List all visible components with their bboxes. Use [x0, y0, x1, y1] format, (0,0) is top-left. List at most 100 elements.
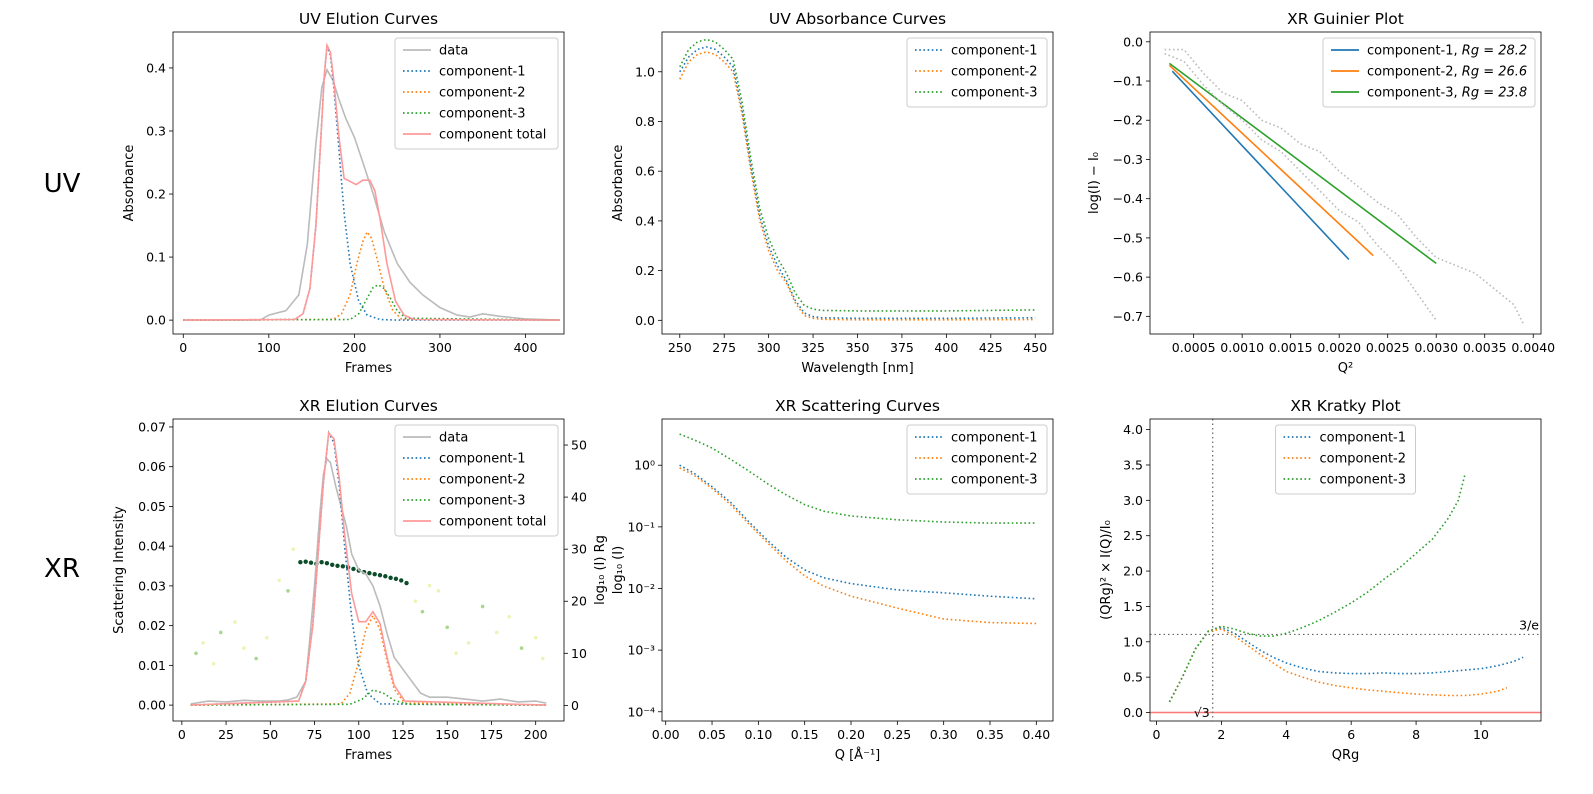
- rg-point: [286, 589, 290, 593]
- legend-label: component-1, Rg = 28.2: [1367, 44, 1527, 59]
- xr_scattering-ylabel: log₁₀ (I): [611, 546, 626, 594]
- x-tick-label: 0.0020: [1317, 340, 1361, 355]
- y-tick-label: 0.0: [1123, 705, 1143, 720]
- rg-point: [308, 560, 314, 565]
- x-tick-label: 300: [757, 340, 781, 355]
- xr_kratky-legend: component-1 component-2 component-3: [1275, 424, 1416, 495]
- row-label-uv: UV: [44, 169, 81, 199]
- x-tick-label: 200: [524, 727, 548, 742]
- legend-box: [906, 37, 1048, 108]
- xr_kratky-title: XR Kratky Plot: [1290, 397, 1400, 415]
- rg-point: [427, 583, 432, 588]
- rg-point: [383, 574, 388, 579]
- xr_guinier-xlabel: Q²: [1338, 361, 1353, 376]
- legend-box: [906, 424, 1048, 495]
- y-tick-label: 0.05: [138, 499, 166, 514]
- y-tick-label: 1.5: [1123, 599, 1143, 614]
- series-data-3: [1164, 48, 1525, 325]
- rg-point: [519, 646, 524, 650]
- xr_kratky-ylabel: (QRg)² × I(Q)/I₀: [1099, 520, 1114, 620]
- x-tick-label: 200: [342, 340, 366, 355]
- legend-label: component-3: [1320, 473, 1407, 488]
- y-tick-label: 0.01: [138, 658, 166, 673]
- series-component-2: [1168, 628, 1508, 703]
- x-tick-label: 350: [846, 340, 870, 355]
- series-component-2: [183, 230, 560, 321]
- y2-label: log₁₀ (I) Rg: [593, 535, 608, 605]
- x-tick-label: 0.20: [837, 727, 865, 742]
- x-tick-label: 325: [801, 340, 825, 355]
- rg-point: [211, 661, 216, 666]
- y-tick-label: −0.5: [1113, 230, 1143, 245]
- rg-point: [303, 559, 308, 564]
- y-tick-label: 0.04: [138, 539, 166, 554]
- rg-point: [454, 651, 458, 656]
- legend-rg: Rg = 23.8: [1462, 86, 1527, 101]
- uv_absorbance-xlabel: Wavelength [nm]: [801, 361, 913, 376]
- uv_elution-xlabel: Frames: [345, 361, 393, 376]
- x-tick-label: 175: [480, 727, 504, 742]
- legend-label: component-2, Rg = 26.6: [1367, 65, 1527, 80]
- x-tick-label: 125: [391, 727, 415, 742]
- y2-tick-label: 30: [571, 542, 587, 557]
- series-component-2: [190, 613, 547, 706]
- x-tick-label: 275: [712, 340, 736, 355]
- legend-label: component-2: [1320, 452, 1407, 467]
- uv_absorbance-panel: UV Absorbance Curves 250 275 300 325 350 375 40…: [611, 10, 1054, 376]
- xr_scattering-panel: XR Scattering Curves 0.00 0.05 0.10 0.15 0.20…: [611, 397, 1054, 763]
- xr_scattering-legend: component-1 component-2 component-3: [906, 424, 1048, 495]
- xr_kratky-panel: XR Kratky Plot 0 2 4 6 8 10 0.0 0.5 1.0 1.5 2.0 2.5 3…: [1099, 397, 1542, 763]
- y-tick-label: 1.0: [635, 64, 655, 79]
- legend-label: component-3: [951, 473, 1038, 488]
- rg-point: [324, 561, 330, 566]
- series-component-2: [1168, 64, 1374, 257]
- rg-point: [340, 564, 346, 569]
- y-tick-label: −0.6: [1113, 270, 1143, 285]
- legend-label: component-1: [1320, 431, 1407, 446]
- y-tick-label: 0.6: [635, 164, 655, 179]
- x-tick-label: 400: [934, 340, 958, 355]
- rg-point: [254, 656, 258, 661]
- legend-label: component-1: [439, 452, 526, 467]
- x-tick-label: 300: [428, 340, 452, 355]
- x-tick-label: 0: [179, 340, 187, 355]
- legend-label: component-3, Rg = 23.8: [1367, 86, 1527, 101]
- x-tick-label: 0.35: [976, 727, 1004, 742]
- rg-point: [377, 573, 383, 578]
- series-component-1: [1168, 626, 1524, 703]
- x-tick-label: 0.40: [1022, 727, 1050, 742]
- y-tick-label: 2.0: [1123, 564, 1143, 579]
- rg-point: [413, 599, 418, 604]
- xr_guinier-plot-area: [1164, 48, 1525, 325]
- rg-point: [507, 615, 511, 619]
- legend-label: component-1: [439, 65, 526, 80]
- rg-point: [335, 563, 340, 569]
- series-data: [183, 67, 560, 321]
- xr_kratky-xlabel: QRg: [1332, 748, 1360, 763]
- xr_elution-title: XR Elution Curves: [299, 397, 438, 415]
- uv_absorbance-legend: component-1 component-2 component-3: [906, 37, 1048, 108]
- legend-label: component-2: [439, 86, 526, 101]
- x-tick-label: 450: [1023, 340, 1047, 355]
- y-tick-label: 10⁻⁴: [627, 704, 655, 719]
- y2-tick-label: 50: [571, 438, 587, 453]
- x-tick-label: 2: [1217, 727, 1225, 742]
- x-tick-label: 0.0035: [1463, 340, 1507, 355]
- rg-point: [367, 570, 372, 576]
- legend-label: component-2: [951, 452, 1038, 467]
- x-tick-label: 4: [1282, 727, 1290, 742]
- x-tick-label: 50: [262, 727, 278, 742]
- xr_elution-frame: [172, 418, 565, 722]
- uv_absorbance-plot-area: [679, 38, 1036, 321]
- uv_elution-plot-area: [183, 42, 560, 321]
- x-tick-label: 100: [257, 340, 281, 355]
- y-tick-label: 0.3: [146, 123, 166, 138]
- x-tick-label: 0.30: [930, 727, 958, 742]
- row-label-xr: XR: [44, 554, 80, 584]
- legend-label: component-1: [951, 44, 1038, 59]
- legend-label: component-1: [951, 431, 1038, 446]
- legend-label: data: [439, 44, 468, 59]
- legend-rg: Rg = 28.2: [1462, 44, 1527, 59]
